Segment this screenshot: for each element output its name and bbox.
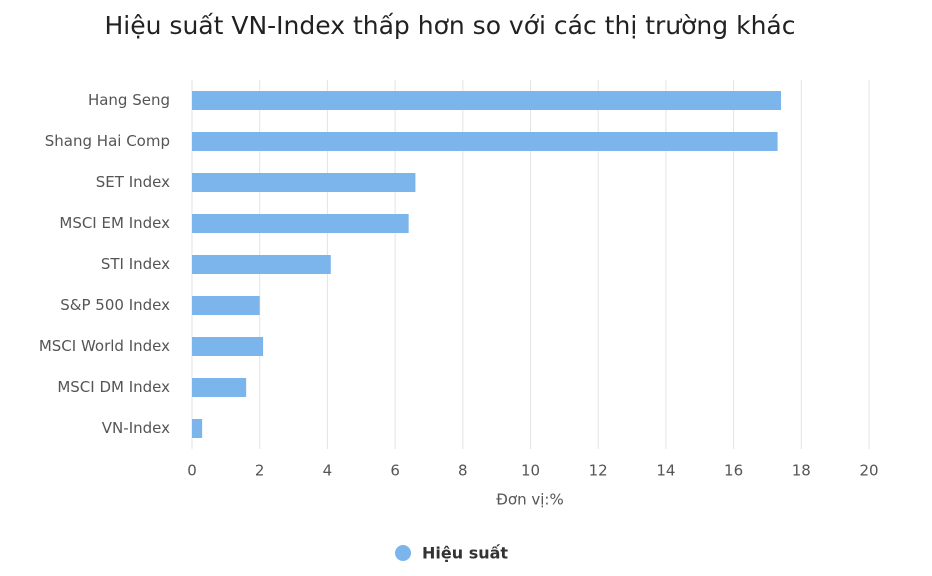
- x-tick-label: 2: [255, 462, 265, 480]
- x-tick-label: 4: [323, 462, 333, 480]
- y-tick-label: MSCI World Index: [39, 337, 170, 355]
- legend-marker: [395, 545, 411, 561]
- bar: [192, 132, 778, 151]
- bar: [192, 419, 203, 438]
- bar: [192, 378, 247, 397]
- y-tick-label: Shang Hai Comp: [45, 132, 170, 150]
- x-tick-label: 18: [792, 462, 811, 480]
- x-tick-label: 12: [589, 462, 608, 480]
- y-tick-label: SET Index: [96, 173, 170, 191]
- bar: [192, 173, 416, 192]
- bar: [192, 255, 331, 274]
- y-tick-label: VN-Index: [102, 419, 170, 437]
- y-tick-label: S&P 500 Index: [60, 296, 170, 314]
- x-axis-label: Đơn vị:%: [496, 491, 563, 509]
- y-tick-label: Hang Seng: [88, 91, 170, 109]
- x-tick-label: 0: [187, 462, 197, 480]
- legend-label: Hiệu suất: [422, 544, 508, 563]
- bar: [192, 214, 409, 233]
- bar: [192, 337, 264, 356]
- x-tick-label: 14: [656, 462, 675, 480]
- x-tick-label: 8: [458, 462, 468, 480]
- y-tick-label: MSCI DM Index: [57, 378, 170, 396]
- y-tick-label: STI Index: [101, 255, 170, 273]
- x-tick-label: 20: [859, 462, 878, 480]
- bar: [192, 91, 781, 110]
- x-tick-label: 10: [521, 462, 540, 480]
- chart-title: Hiệu suất VN-Index thấp hơn so với các t…: [105, 11, 796, 40]
- x-tick-label: 6: [390, 462, 400, 480]
- y-tick-label: MSCI EM Index: [59, 214, 170, 232]
- x-tick-label: 16: [724, 462, 743, 480]
- bar: [192, 296, 260, 315]
